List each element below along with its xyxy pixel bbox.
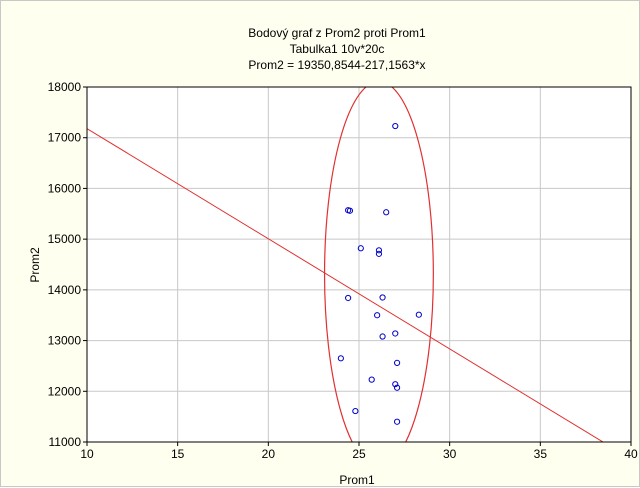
axis-ticks: [83, 86, 632, 446]
data-point: [337, 355, 344, 362]
chart-marks: [87, 87, 604, 442]
data-point: [357, 245, 364, 252]
data-point: [415, 311, 422, 318]
data-point: [352, 407, 359, 415]
regression-equation: Prom2 = 19350,8544-217,1563*x: [248, 58, 425, 72]
data-point: [345, 294, 352, 302]
data-point: [379, 333, 386, 340]
x-tick-label: 35: [534, 447, 548, 461]
y-tick-label: 13000: [48, 334, 82, 348]
data-point: [393, 359, 401, 366]
x-tick-label: 30: [443, 447, 457, 461]
regression-line: [87, 128, 604, 442]
data-point: [393, 418, 401, 425]
y-tick-label: 14000: [48, 283, 82, 297]
chart-subtitle: Tabulka1 10v*20c: [290, 42, 385, 56]
y-tick-label: 15000: [48, 232, 82, 246]
data-point: [393, 384, 401, 391]
data-point: [392, 122, 399, 130]
data-point: [379, 294, 386, 301]
data-point: [383, 209, 390, 216]
data-point: [375, 250, 383, 257]
data-point: [392, 330, 399, 337]
data-point: [392, 381, 399, 388]
y-tick-label: 17000: [48, 131, 82, 145]
tick-labels: 10 15 20 25 30 35 40 11000 12000 13000 14000 15000 1…: [48, 80, 638, 461]
confidence-ellipse: [323, 87, 434, 442]
data-point: [346, 207, 354, 214]
x-axis-label: Prom1: [339, 473, 375, 487]
x-tick-label: 15: [171, 447, 185, 461]
plot-border: [86, 86, 632, 443]
y-tick-label: 12000: [48, 384, 82, 398]
data-point: [375, 247, 383, 254]
y-tick-label: 11000: [49, 435, 82, 449]
chart-title: Bodový graf z Prom2 proti Prom1: [248, 26, 426, 40]
x-tick-label: 10: [80, 447, 94, 461]
x-tick-label: 40: [624, 447, 638, 461]
clipped-marks: [87, 87, 604, 442]
x-tick-label: 20: [262, 447, 276, 461]
data-point: [368, 376, 375, 383]
data-point: [374, 312, 381, 319]
y-tick-label: 18000: [48, 80, 82, 94]
y-tick-label: 16000: [48, 181, 82, 195]
y-axis-label: Prom2: [28, 247, 42, 283]
x-tick-label: 25: [352, 447, 366, 461]
